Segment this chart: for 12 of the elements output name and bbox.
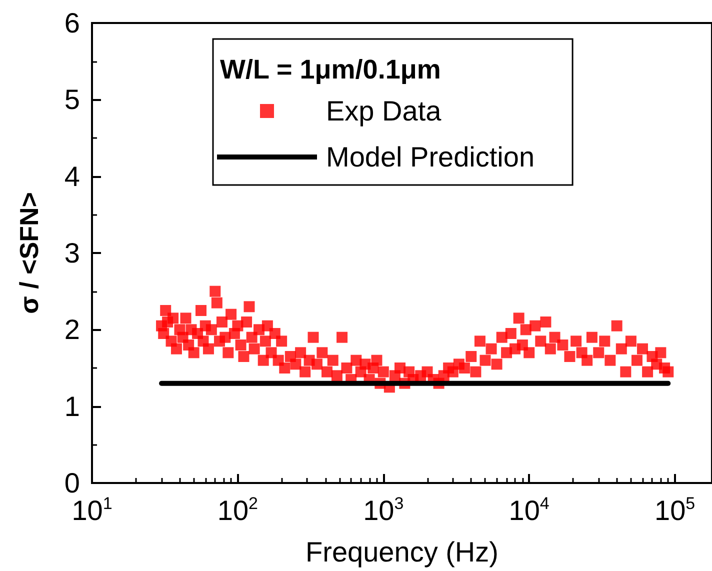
legend-title: W/L = 1μm/0.1μm — [220, 54, 441, 84]
y-tick-label: 2 — [64, 314, 80, 346]
y-tick-label: 6 — [64, 8, 80, 38]
y-tick-label: 3 — [64, 238, 80, 268]
y-tick-label: 0 — [64, 468, 80, 498]
y-tick-label: 1 — [64, 390, 80, 422]
legend-label: Exp Data — [326, 96, 442, 126]
x-axis-title: Frequency (Hz) — [306, 536, 498, 568]
legend-label: Model Prediction — [326, 142, 535, 172]
y-tick-label: 4 — [64, 160, 80, 192]
y-tick-label: 5 — [64, 84, 80, 116]
y-axis-title: σ / <SFN> — [14, 192, 44, 314]
